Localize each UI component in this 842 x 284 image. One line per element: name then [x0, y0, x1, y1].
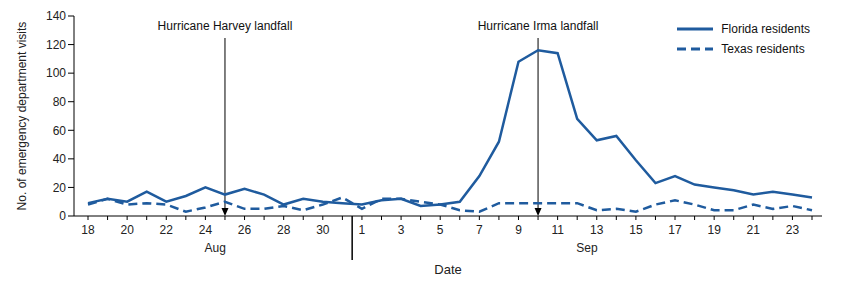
svg-text:15: 15 — [629, 223, 643, 237]
svg-text:7: 7 — [476, 223, 483, 237]
svg-text:100: 100 — [46, 66, 66, 80]
svg-text:23: 23 — [786, 223, 800, 237]
svg-text:20: 20 — [53, 181, 67, 195]
svg-text:40: 40 — [53, 152, 67, 166]
svg-text:120: 120 — [46, 38, 66, 52]
svg-text:18: 18 — [81, 223, 95, 237]
svg-text:17: 17 — [668, 223, 682, 237]
svg-text:26: 26 — [238, 223, 252, 237]
svg-text:22: 22 — [160, 223, 174, 237]
svg-text:60: 60 — [53, 124, 67, 138]
svg-text:20: 20 — [120, 223, 134, 237]
svg-text:30: 30 — [316, 223, 330, 237]
svg-text:9: 9 — [515, 223, 522, 237]
svg-text:No. of emergency department vi: No. of emergency department visits — [15, 22, 29, 211]
svg-text:3: 3 — [398, 223, 405, 237]
svg-text:28: 28 — [277, 223, 291, 237]
svg-text:24: 24 — [199, 223, 213, 237]
svg-text:Sep: Sep — [576, 241, 598, 255]
svg-text:21: 21 — [747, 223, 761, 237]
svg-text:140: 140 — [46, 9, 66, 23]
svg-text:11: 11 — [551, 223, 564, 237]
html-text:Texas residents: Texas residents — [721, 42, 805, 56]
svg-text:Aug: Aug — [205, 241, 226, 255]
svg-text:Hurricane Harvey landfall: Hurricane Harvey landfall — [158, 19, 293, 33]
svg-text:13: 13 — [590, 223, 604, 237]
svg-text:19: 19 — [707, 223, 721, 237]
html-text:Florida residents: Florida residents — [721, 22, 810, 36]
svg-text:Hurricane Irma landfall: Hurricane Irma landfall — [478, 19, 599, 33]
svg-text:1: 1 — [359, 223, 366, 237]
svg-text:Date: Date — [434, 262, 461, 276]
svg-text:5: 5 — [437, 223, 444, 237]
svg-text:0: 0 — [59, 209, 66, 223]
svg-text:80: 80 — [53, 95, 67, 109]
